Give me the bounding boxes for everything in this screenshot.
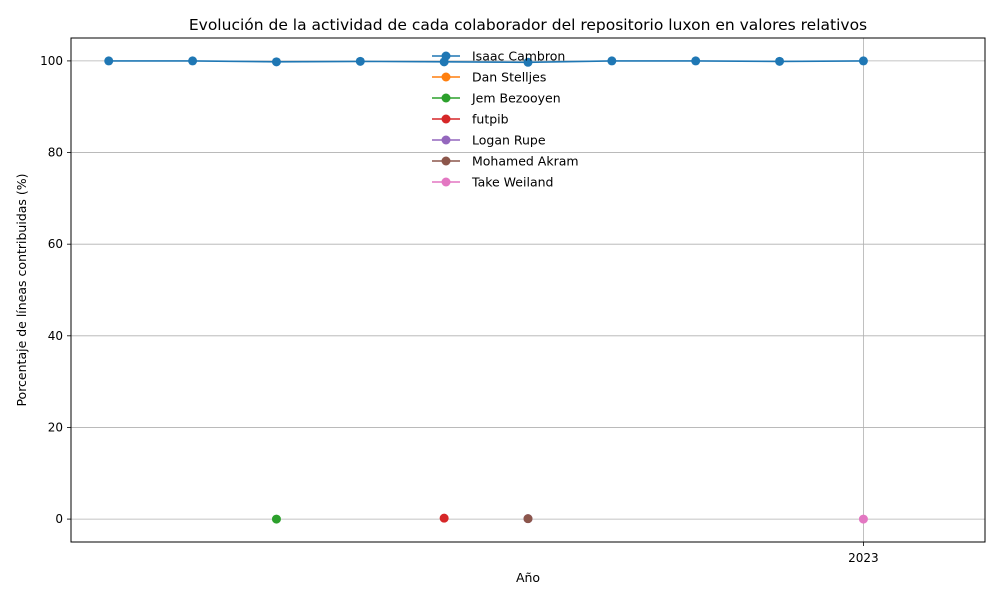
- legend-marker: [441, 72, 451, 82]
- legend-item: Isaac Cambron: [432, 49, 565, 64]
- legend-marker: [441, 156, 451, 166]
- data-point: [523, 57, 533, 67]
- y-tick-label: 60: [48, 237, 63, 251]
- legend: Isaac Cambron Dan Stelljes Jem Bezooyen fut…: [432, 49, 579, 190]
- y-tick-label: 80: [48, 146, 63, 160]
- series-line: [108, 60, 864, 64]
- legend-marker: [441, 135, 451, 145]
- data-point: [858, 56, 868, 66]
- data-point: [355, 56, 365, 66]
- chart-title: Evolución de la actividad de cada colabo…: [189, 16, 867, 34]
- legend-label: Take Weiland: [471, 175, 553, 190]
- data-point: [439, 513, 449, 523]
- series-jem-bezooyen: [271, 514, 281, 524]
- legend-label: Isaac Cambron: [472, 49, 565, 64]
- legend-label: Logan Rupe: [472, 133, 546, 148]
- legend-item: Logan Rupe: [432, 133, 546, 148]
- legend-item: Mohamed Akram: [432, 154, 579, 169]
- legend-marker: [441, 93, 451, 103]
- data-point: [271, 57, 281, 67]
- y-axis-label: Porcentaje de líneas contribuidas (%): [14, 173, 29, 406]
- data-point: [607, 56, 617, 66]
- legend-item: Take Weiland: [432, 175, 553, 190]
- data-point: [858, 514, 868, 524]
- legend-label: Dan Stelljes: [472, 70, 546, 85]
- y-tick-label: 0: [55, 512, 63, 526]
- data-point: [691, 56, 701, 66]
- legend-label: Mohamed Akram: [472, 154, 579, 169]
- data-point: [104, 56, 114, 66]
- y-tick-label: 40: [48, 329, 63, 343]
- series-group: [104, 56, 868, 524]
- series-isaac-cambron: [104, 56, 868, 67]
- series-futpib: [439, 513, 449, 523]
- y-tick-label: 20: [48, 420, 63, 434]
- axis-ticks: 0 20 40 60 80 100 2023: [40, 54, 879, 565]
- data-point: [188, 56, 198, 66]
- y-tick-label: 100: [40, 54, 63, 68]
- data-point: [775, 56, 785, 66]
- legend-item: futpib: [432, 112, 509, 127]
- legend-label: futpib: [472, 112, 509, 127]
- grid-lines: [71, 38, 985, 542]
- plot-frame: [70, 37, 986, 543]
- series-mohamed-akram: [523, 514, 533, 524]
- legend-marker: [441, 114, 451, 124]
- legend-marker: [441, 177, 451, 187]
- x-tick-label: 2023: [848, 551, 879, 565]
- x-axis-label: Año: [516, 570, 540, 585]
- data-point: [271, 514, 281, 524]
- legend-marker: [441, 51, 451, 61]
- legend-item: Jem Bezooyen: [432, 91, 561, 106]
- legend-label: Jem Bezooyen: [471, 91, 561, 106]
- data-point: [523, 514, 533, 524]
- series-take-weiland: [858, 514, 868, 524]
- legend-item: Dan Stelljes: [432, 70, 546, 85]
